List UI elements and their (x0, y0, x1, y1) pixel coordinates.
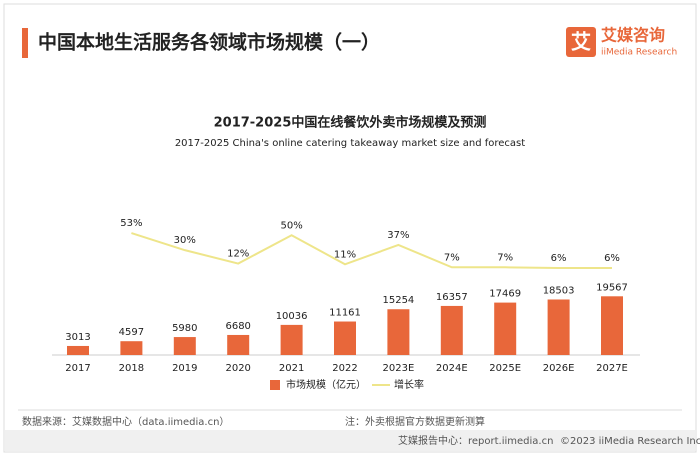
line-value-label: 6% (604, 253, 620, 264)
bar (494, 302, 517, 355)
line-value-label: 7% (497, 252, 513, 263)
title-accent (22, 28, 28, 58)
x-tick-label: 2023E (383, 363, 415, 374)
line-value-label: 6% (551, 253, 567, 264)
note: 注：外卖根据官方数据更新测算 (345, 415, 485, 428)
bar-value-label: 4597 (119, 327, 144, 338)
x-tick-label: 2018 (119, 363, 144, 374)
bar-value-label: 19567 (596, 282, 628, 293)
footer-bar (5, 430, 695, 451)
line-value-label: 53% (120, 218, 142, 229)
x-tick-label: 2021 (279, 363, 304, 374)
bar (173, 337, 196, 355)
copyright: ©2023 iiMedia Research Inc (560, 436, 700, 447)
logo-box (566, 27, 596, 57)
x-tick-label: 2025E (489, 363, 521, 374)
bar (227, 334, 250, 355)
bar (387, 309, 410, 355)
logo-name: 艾媒咨询 (601, 26, 665, 45)
chart-title: 2017-2025中国在线餐饮外卖市场规模及预测 (214, 115, 487, 131)
line-value-label: 11% (334, 249, 356, 260)
line-value-label: 50% (280, 220, 302, 231)
line-value-label: 37% (387, 230, 409, 241)
growth-line (131, 232, 612, 270)
x-tick-label: 2020 (225, 363, 250, 374)
x-tick-label: 2027E (596, 363, 628, 374)
bar-value-label: 6680 (225, 321, 250, 332)
x-tick-label: 2022 (332, 363, 357, 374)
line-value-label: 7% (444, 252, 460, 263)
line-value-label: 12% (227, 249, 249, 260)
bar-value-label: 16357 (436, 292, 468, 303)
bar-value-label: 10036 (276, 311, 308, 322)
bar (547, 299, 570, 355)
x-tick-label: 2019 (172, 363, 197, 374)
bar (334, 321, 356, 355)
bar (601, 296, 623, 355)
x-tick-label: 2024E (436, 363, 468, 374)
bar-value-label: 18503 (543, 285, 575, 296)
legend-label: 市场规模（亿元） (286, 378, 366, 391)
logo-sub: iiMedia Research (601, 48, 677, 58)
bar (67, 345, 89, 355)
bar (120, 341, 143, 355)
bar-value-label: 5980 (172, 323, 197, 334)
bar (440, 305, 463, 355)
bar-value-label: 11161 (329, 308, 361, 319)
report-site: 艾媒报告中心：report.iimedia.cn (398, 434, 553, 447)
chart-subtitle: 2017-2025 China's online catering takeaw… (175, 138, 525, 149)
legend-swatch-bar (270, 380, 280, 390)
x-tick-label: 2026E (543, 363, 575, 374)
bar-value-label: 17469 (489, 289, 521, 300)
legend-label: 增长率 (394, 378, 424, 391)
logo-icon: 艾 (571, 30, 591, 54)
line-value-label: 30% (174, 235, 196, 246)
page-title: 中国本地生活服务各领域市场规模（一） (38, 31, 380, 54)
frame (3, 3, 697, 453)
bar-value-label: 3013 (65, 332, 90, 343)
source: 数据来源：艾媒数据中心（data.iimedia.cn） (22, 415, 229, 428)
x-tick-label: 2017 (65, 363, 90, 374)
bar (280, 324, 303, 355)
bar-value-label: 15254 (382, 295, 414, 306)
